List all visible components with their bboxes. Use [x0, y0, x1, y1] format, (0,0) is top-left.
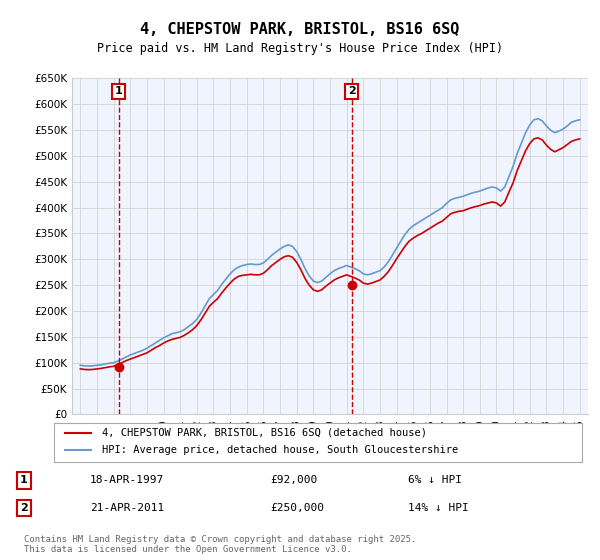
- Text: Price paid vs. HM Land Registry's House Price Index (HPI): Price paid vs. HM Land Registry's House …: [97, 42, 503, 55]
- Text: 4, CHEPSTOW PARK, BRISTOL, BS16 6SQ (detached house): 4, CHEPSTOW PARK, BRISTOL, BS16 6SQ (det…: [101, 428, 427, 437]
- Text: 21-APR-2011: 21-APR-2011: [90, 503, 164, 513]
- Text: HPI: Average price, detached house, South Gloucestershire: HPI: Average price, detached house, Sout…: [101, 445, 458, 455]
- Text: 18-APR-1997: 18-APR-1997: [90, 475, 164, 485]
- Text: 1: 1: [115, 86, 122, 96]
- Text: 1: 1: [20, 475, 28, 485]
- Text: 4, CHEPSTOW PARK, BRISTOL, BS16 6SQ: 4, CHEPSTOW PARK, BRISTOL, BS16 6SQ: [140, 22, 460, 38]
- Text: Contains HM Land Registry data © Crown copyright and database right 2025.
This d: Contains HM Land Registry data © Crown c…: [24, 535, 416, 554]
- Text: 14% ↓ HPI: 14% ↓ HPI: [408, 503, 469, 513]
- Text: £92,000: £92,000: [270, 475, 317, 485]
- Text: £250,000: £250,000: [270, 503, 324, 513]
- Text: 2: 2: [20, 503, 28, 513]
- Text: 2: 2: [348, 86, 356, 96]
- Text: 6% ↓ HPI: 6% ↓ HPI: [408, 475, 462, 485]
